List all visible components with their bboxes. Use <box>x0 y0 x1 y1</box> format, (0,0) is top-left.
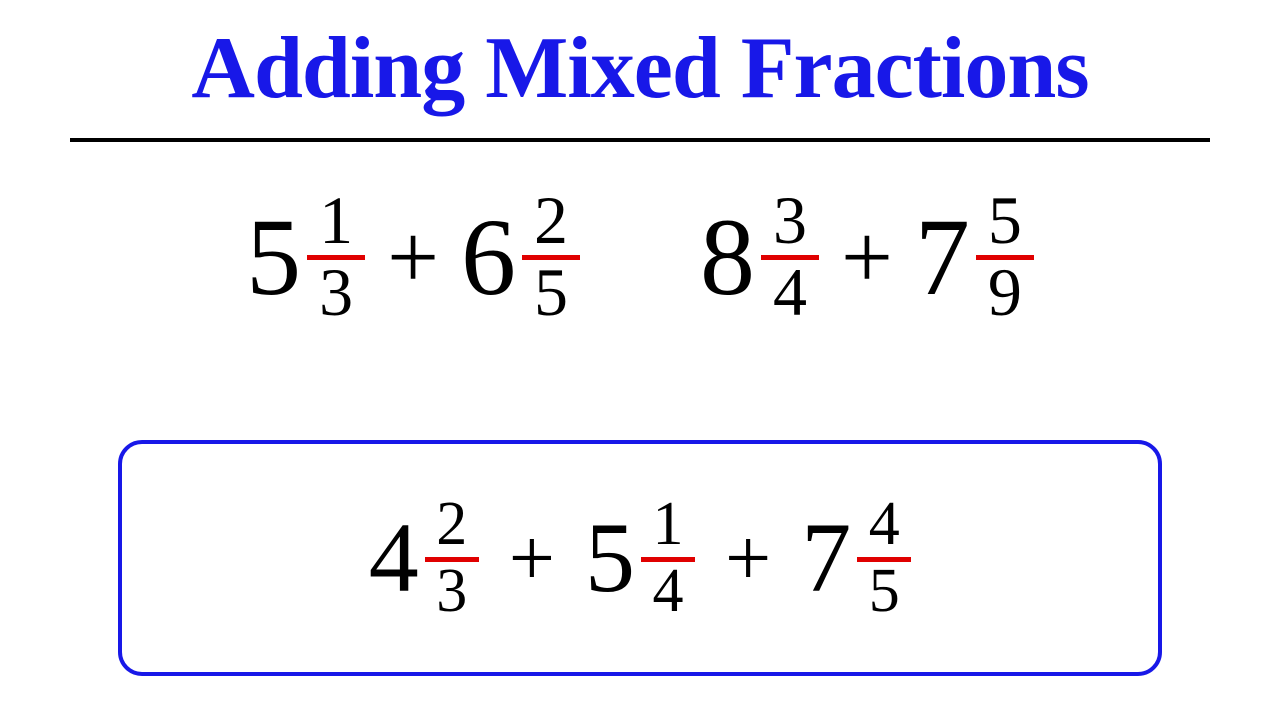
numerator: 3 <box>773 190 807 251</box>
denominator: 3 <box>319 262 353 323</box>
title-underline <box>70 138 1210 142</box>
mixed-number: 8 3 4 <box>700 190 819 323</box>
expression-1: 5 1 3 + 6 2 5 <box>246 190 580 323</box>
numerator: 5 <box>988 190 1022 251</box>
mixed-number: 7 5 9 <box>915 190 1034 323</box>
plus-operator: + <box>725 517 771 599</box>
whole-part: 5 <box>246 202 301 312</box>
fraction-part: 1 4 <box>641 497 695 620</box>
expression-3: 4 2 3 + 5 1 4 + 7 4 5 <box>369 497 912 620</box>
mixed-number: 7 4 5 <box>801 497 911 620</box>
plus-operator: + <box>841 211 893 303</box>
denominator: 3 <box>436 564 467 620</box>
fraction-part: 5 9 <box>976 190 1034 323</box>
whole-part: 8 <box>700 202 755 312</box>
whole-part: 7 <box>801 508 851 608</box>
denominator: 4 <box>773 262 807 323</box>
page-title: Adding Mixed Fractions <box>191 18 1088 119</box>
mixed-number: 4 2 3 <box>369 497 479 620</box>
fraction-part: 1 3 <box>307 190 365 323</box>
expression-2: 8 3 4 + 7 5 9 <box>700 190 1034 323</box>
whole-part: 4 <box>369 508 419 608</box>
fraction-part: 4 5 <box>857 497 911 620</box>
denominator: 5 <box>869 564 900 620</box>
denominator: 5 <box>534 262 568 323</box>
denominator: 9 <box>988 262 1022 323</box>
whole-part: 5 <box>585 508 635 608</box>
whole-part: 7 <box>915 202 970 312</box>
expression-row-1: 5 1 3 + 6 2 5 8 3 4 + <box>0 190 1280 323</box>
numerator: 4 <box>869 497 900 553</box>
mixed-number: 5 1 4 <box>585 497 695 620</box>
plus-operator: + <box>387 211 439 303</box>
mixed-number: 5 1 3 <box>246 190 365 323</box>
numerator: 2 <box>436 497 467 553</box>
whole-part: 6 <box>461 202 516 312</box>
numerator: 1 <box>653 497 684 553</box>
mixed-number: 6 2 5 <box>461 190 580 323</box>
fraction-part: 3 4 <box>761 190 819 323</box>
plus-operator: + <box>509 517 555 599</box>
denominator: 4 <box>653 564 684 620</box>
fraction-part: 2 5 <box>522 190 580 323</box>
fraction-part: 2 3 <box>425 497 479 620</box>
highlighted-box: 4 2 3 + 5 1 4 + 7 4 5 <box>118 440 1162 676</box>
numerator: 1 <box>319 190 353 251</box>
numerator: 2 <box>534 190 568 251</box>
